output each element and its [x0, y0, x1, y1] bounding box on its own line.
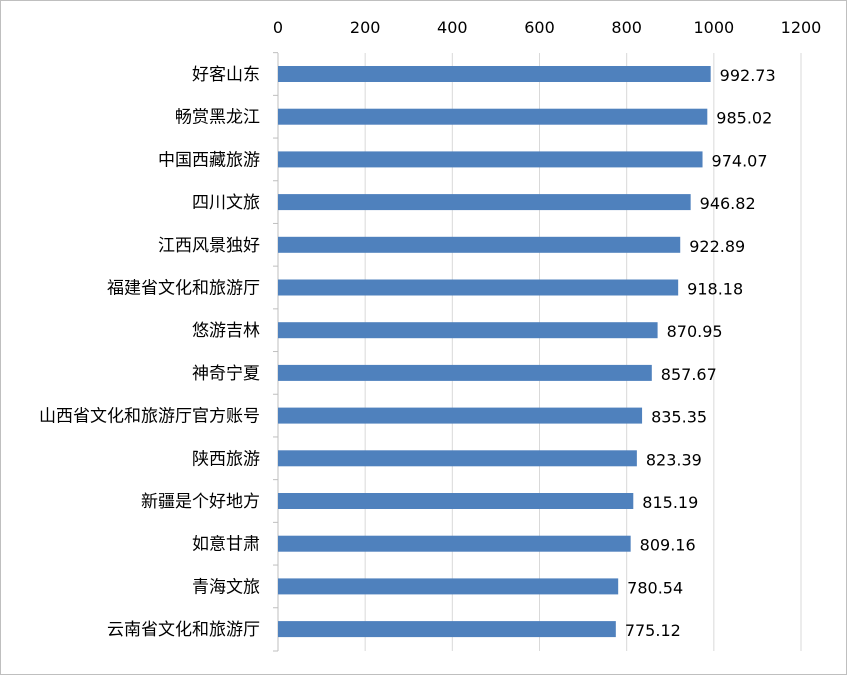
data-label: 946.82 — [700, 194, 756, 213]
bar — [278, 322, 658, 339]
x-tick-label: 1000 — [693, 18, 734, 37]
x-tick-label: 1200 — [781, 18, 822, 37]
data-label: 922.89 — [689, 237, 745, 256]
bar — [278, 364, 652, 381]
bar — [278, 493, 634, 509]
data-label: 918.18 — [687, 280, 743, 299]
category-label: 四川文旅 — [192, 193, 260, 213]
bar — [278, 621, 616, 638]
bar — [278, 108, 708, 125]
bar — [278, 535, 631, 552]
gridlines — [364, 53, 802, 651]
bar — [278, 578, 619, 595]
data-label: 775.12 — [625, 621, 681, 640]
bar — [278, 407, 643, 424]
category-labels: 好客山东畅赏黑龙江中国西藏旅游四川文旅江西风景独好福建省文化和旅游厅悠游吉林神奇… — [39, 65, 260, 640]
category-label: 青海文旅 — [192, 577, 260, 597]
data-label: 780.54 — [627, 578, 683, 597]
category-label: 神奇宁夏 — [192, 364, 260, 384]
category-label: 新疆是个好地方 — [141, 492, 260, 512]
category-label: 中国西藏旅游 — [158, 150, 260, 170]
category-label: 好客山东 — [192, 65, 260, 85]
data-label: 870.95 — [667, 322, 723, 341]
data-label: 992.73 — [720, 66, 776, 85]
category-label: 如意甘肃 — [192, 535, 260, 555]
bar — [278, 194, 691, 211]
category-label: 悠游吉林 — [192, 321, 260, 341]
category-label: 云南省文化和旅游厅 — [107, 620, 260, 640]
data-label: 835.35 — [651, 408, 707, 427]
category-label: 山西省文化和旅游厅官方账号 — [39, 407, 260, 427]
bar — [278, 151, 703, 168]
data-label: 809.16 — [640, 536, 696, 555]
data-label: 815.19 — [642, 493, 698, 512]
y-axis — [273, 52, 279, 652]
bar — [278, 279, 679, 296]
bars — [278, 66, 711, 638]
x-tick-label: 0 — [273, 18, 283, 37]
category-label: 福建省文化和旅游厅 — [107, 279, 260, 299]
data-label: 823.39 — [646, 450, 702, 469]
bar — [278, 236, 681, 253]
bar — [278, 450, 637, 467]
x-axis-ticks: 0 200 400 600 800 1000 1200 — [273, 18, 821, 37]
x-tick-label: 400 — [437, 18, 468, 37]
bar — [278, 66, 711, 82]
data-labels: 992.73 985.02 974.07 946.82 922.89 918.18 870.… — [625, 66, 776, 640]
x-tick-label: 800 — [611, 18, 642, 37]
category-label: 江西风景独好 — [158, 236, 260, 256]
data-label: 857.67 — [661, 365, 717, 384]
x-tick-label: 600 — [524, 18, 555, 37]
x-tick-label: 200 — [350, 18, 381, 37]
data-label: 985.02 — [716, 109, 772, 128]
data-label: 974.07 — [712, 151, 768, 170]
category-label: 畅赏黑龙江 — [175, 108, 260, 128]
category-label: 陕西旅游 — [192, 449, 260, 469]
